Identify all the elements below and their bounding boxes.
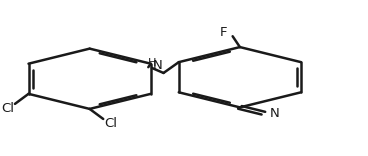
Text: H: H [148, 58, 156, 68]
Text: N: N [152, 59, 162, 72]
Text: Cl: Cl [1, 102, 14, 115]
Text: N: N [269, 107, 279, 120]
Text: Cl: Cl [104, 117, 117, 130]
Text: F: F [220, 26, 227, 39]
